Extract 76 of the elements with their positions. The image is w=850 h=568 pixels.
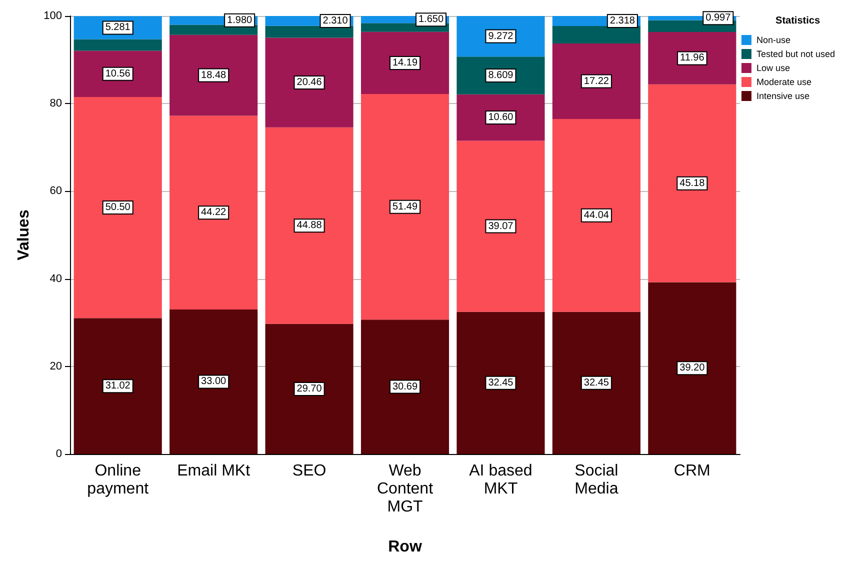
bar [648, 84, 736, 282]
bar [74, 318, 162, 454]
data-label: 51.49 [392, 201, 418, 212]
data-label: 9.272 [488, 30, 514, 42]
bar [552, 26, 640, 44]
x-tick-label: Web Content MGT [376, 462, 434, 516]
x-tick-label: AI based MKT [469, 462, 532, 498]
x-tick-label: Social Media [574, 462, 618, 498]
data-label: 44.88 [296, 220, 322, 232]
y-tick-label: 40 [50, 272, 62, 285]
legend-label: Low use [756, 63, 790, 73]
bar [265, 324, 354, 454]
data-label: 50.50 [105, 202, 131, 214]
x-tick-label: Online payment [87, 462, 150, 498]
data-label: 10.56 [105, 68, 131, 80]
bar [360, 94, 450, 320]
data-label: 44.22 [201, 207, 227, 218]
y-tick-label: 100 [44, 10, 62, 22]
x-axis-title: Row [388, 538, 422, 556]
bar [456, 56, 545, 94]
bar [456, 140, 545, 312]
bar [265, 38, 354, 128]
bar [265, 127, 354, 324]
data-label: 39.20 [680, 362, 706, 374]
bar [74, 50, 162, 97]
data-label: 1.980 [227, 14, 253, 26]
data-label: 5.281 [105, 22, 131, 34]
bar [360, 32, 450, 94]
x-tick-label: Email MKt [177, 462, 251, 480]
data-label: 45.18 [680, 178, 706, 189]
data-label: 29.70 [296, 383, 322, 394]
data-label: 1.650 [418, 14, 444, 26]
data-label: 31.02 [105, 380, 131, 392]
y-tick-label: 80 [50, 98, 62, 110]
bar [170, 24, 258, 35]
bar [170, 34, 258, 116]
data-label: 17.22 [584, 76, 610, 87]
data-label: 10.60 [488, 112, 514, 124]
bar [552, 44, 640, 119]
bar [552, 312, 640, 454]
y-tick-label: 60 [50, 185, 62, 198]
data-label: 8.609 [488, 70, 514, 81]
bar [74, 39, 162, 51]
data-label: 14.19 [392, 57, 418, 68]
data-label: 30.69 [392, 381, 418, 392]
data-label: 2.318 [610, 16, 636, 27]
legend-title: Statistics [776, 16, 820, 26]
bar [360, 320, 450, 454]
legend-label: Moderate use [756, 77, 812, 87]
bar [456, 312, 545, 454]
data-label: 32.45 [584, 377, 610, 388]
bar [648, 282, 736, 454]
legend-label: Tested but not used [756, 49, 836, 59]
y-tick-label: 0 [56, 448, 62, 460]
bar [648, 32, 736, 84]
data-label: 20.46 [296, 77, 322, 88]
data-label: 18.48 [201, 70, 227, 81]
data-label: 44.04 [584, 210, 610, 221]
bar [552, 118, 640, 312]
bar [74, 96, 162, 318]
data-label: 0.997 [706, 12, 732, 24]
data-label: 11.96 [680, 52, 705, 64]
legend-label: Intensive use [756, 91, 810, 101]
y-axis-title: Values [16, 210, 32, 260]
data-label: 2.310 [322, 15, 348, 26]
data-label: 33.00 [201, 376, 227, 388]
bar [456, 94, 545, 141]
legend-label: Non-use [756, 35, 790, 45]
data-label: 39.07 [488, 220, 514, 232]
x-tick-label: SEO [292, 462, 326, 480]
y-tick-label: 20 [50, 360, 62, 372]
bar [265, 26, 354, 38]
x-tick-label: CRM [674, 462, 710, 480]
data-label: 32.45 [488, 377, 514, 388]
bar [170, 116, 258, 310]
bar [170, 309, 258, 454]
